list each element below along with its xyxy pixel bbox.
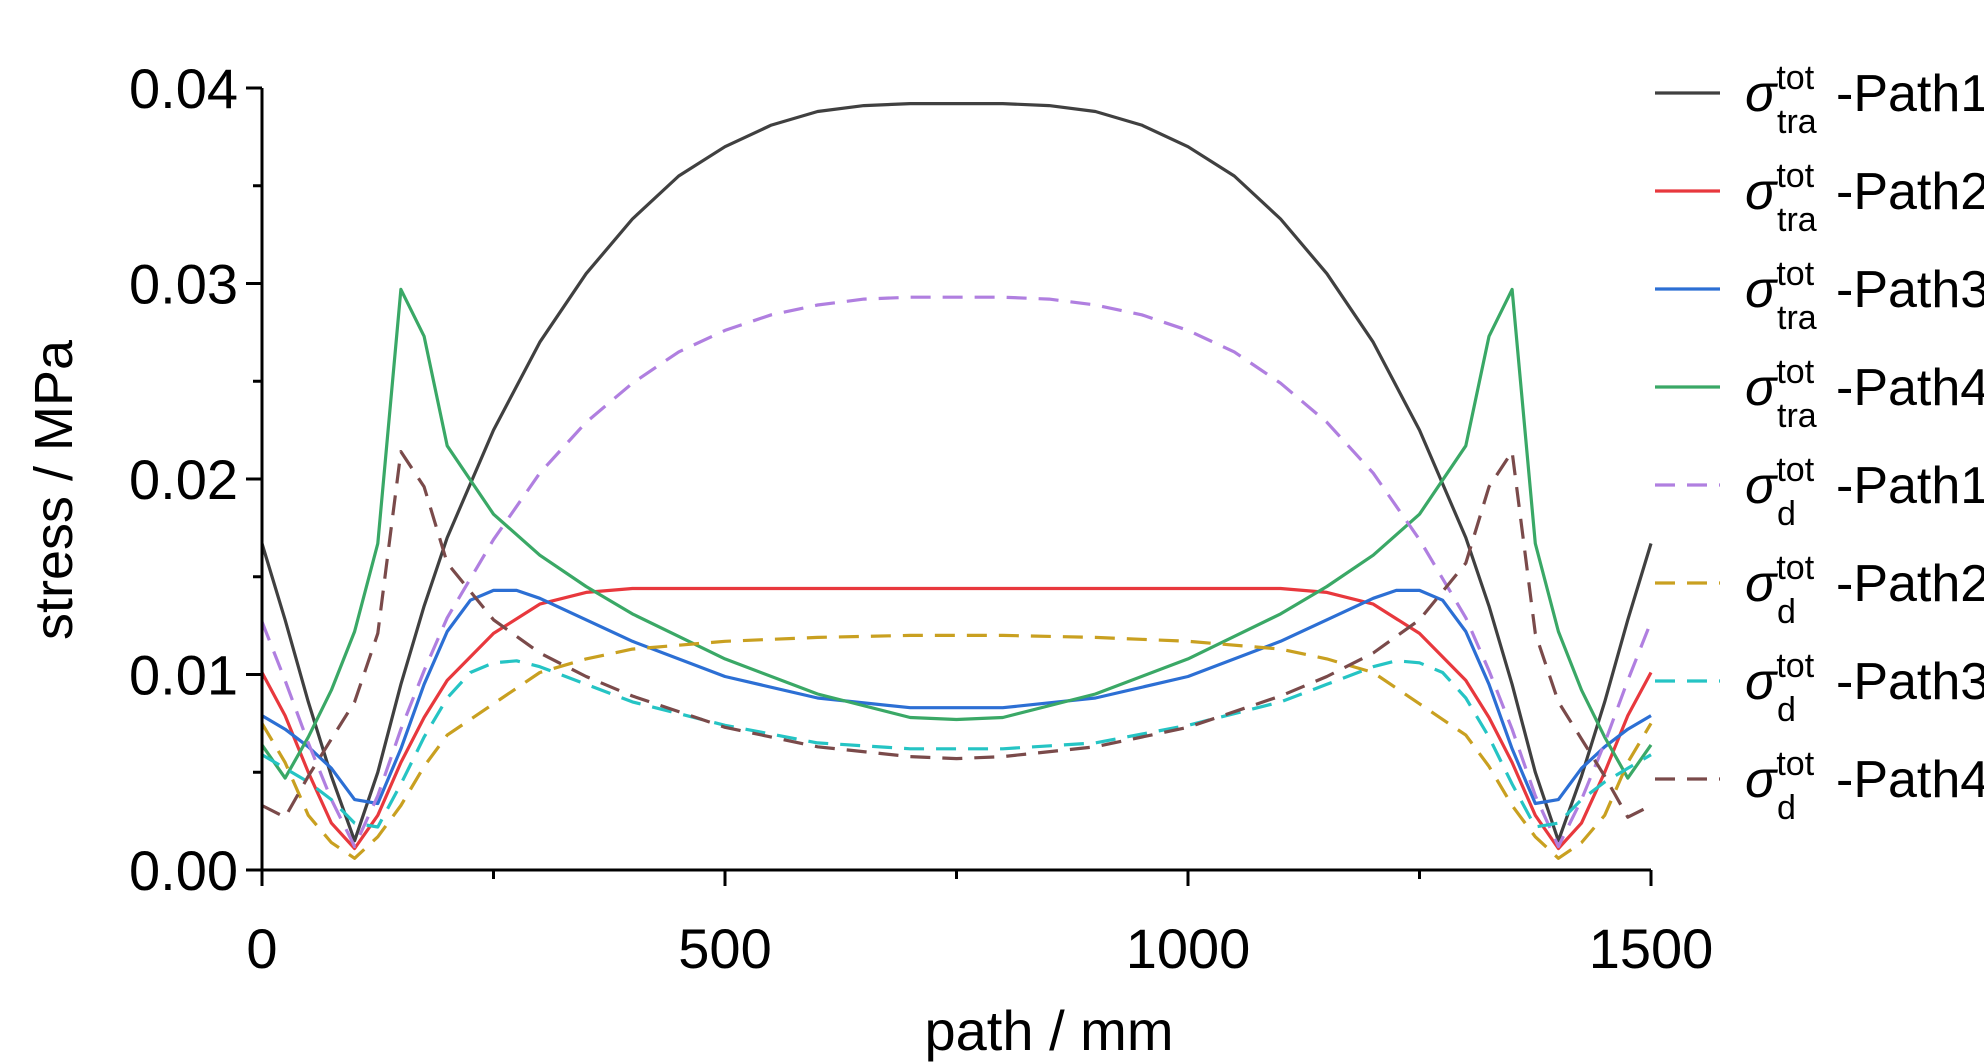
legend-item: σtot tra -Path1 <box>1655 59 1984 141</box>
y-tick-label: 0.01 <box>129 644 238 707</box>
legend-item: σtot tra -Path4 <box>1655 353 1984 435</box>
x-axis-label: path / mm <box>925 999 1174 1062</box>
legend-item: σtot d -Path2 <box>1655 549 1984 631</box>
series-line-6 <box>260 633 1653 860</box>
axes: 0 500 1000 1500 0.00 0.01 0.02 0.03 0.04 <box>129 57 1713 980</box>
legend-label: σtot tra -Path4 <box>1745 353 1984 435</box>
y-tick-label: 0.02 <box>129 448 238 511</box>
legend-label: σtot d -Path3 <box>1745 647 1984 729</box>
series-line-2 <box>260 586 1653 851</box>
x-tick-label: 0 <box>246 917 277 980</box>
legend-label: σtot tra -Path1 <box>1745 59 1984 141</box>
series-line-3 <box>261 588 1652 806</box>
legend-label: σtot d -Path2 <box>1745 549 1984 631</box>
series-line-1 <box>260 101 1653 843</box>
x-tick-label: 1500 <box>1589 917 1714 980</box>
y-tick-label: 0.03 <box>129 253 238 316</box>
legend-item: σtot tra -Path2 <box>1655 157 1984 239</box>
y-axis-label: stress / MPa <box>24 339 84 640</box>
legend-label: σtot tra -Path3 <box>1745 255 1984 337</box>
legend-item: σtot tra -Path3 <box>1655 255 1984 337</box>
series-line-7 <box>261 659 1652 829</box>
series-line-5 <box>260 295 1653 849</box>
legend-label: σtot d -Path1 <box>1745 451 1984 533</box>
x-tick-label: 1000 <box>1126 917 1251 980</box>
legend-item: σtot d -Path4 <box>1655 745 1984 827</box>
y-tick-label: 0.00 <box>129 839 238 902</box>
legend-item: σtot d -Path3 <box>1655 647 1984 729</box>
series-line-8 <box>261 450 1652 819</box>
legend-label: σtot tra -Path2 <box>1745 157 1984 239</box>
plot-area <box>260 101 1653 860</box>
legend-label: σtot d -Path4 <box>1745 745 1984 827</box>
legend-item: σtot d -Path1 <box>1655 451 1984 533</box>
legend: σtot tra -Path1 σtot tra -Path2 σtot tra -Path3 σ… <box>1655 59 1984 827</box>
y-tick-label: 0.04 <box>129 57 238 120</box>
x-tick-label: 500 <box>678 917 771 980</box>
series-line-4 <box>260 287 1653 780</box>
